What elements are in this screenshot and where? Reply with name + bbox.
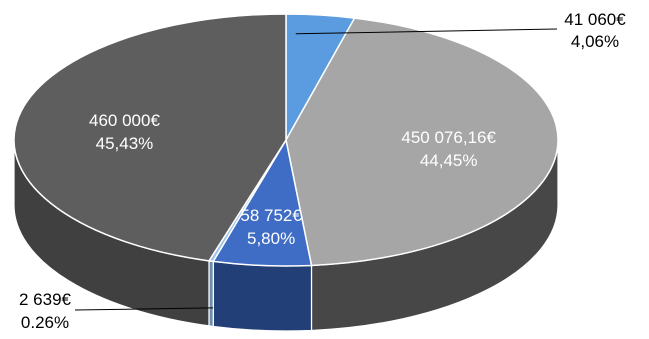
slice-2-percent-label: 5,80% <box>247 229 295 248</box>
slice-1-percent-label: 44,45% <box>420 151 478 170</box>
pie-sides <box>13 139 559 332</box>
slice-0-leader-line <box>295 28 558 35</box>
slice-3-leader-line <box>74 307 214 311</box>
slice-3-percent-label: 0.26% <box>21 313 69 332</box>
leader-lines <box>74 28 558 311</box>
slice-2-side <box>212 260 313 332</box>
slice-1-value-label: 450 076,16€ <box>401 128 496 147</box>
slice-3-value-label: 2 639€ <box>19 290 72 309</box>
slice-0-value-label: 41 060€ <box>564 10 626 29</box>
slice-0-percent-label: 4,06% <box>571 32 619 51</box>
slice-4-value-label: 460 000€ <box>89 111 160 130</box>
pie-slices <box>13 13 559 267</box>
slice-1 <box>285 17 559 267</box>
slice-2-value-label: 58 752€ <box>240 206 302 225</box>
slice-3-side <box>208 260 214 328</box>
slice-4 <box>13 13 287 262</box>
slice-labels: 41 060€ 4,06% 450 076,16€ 44,45% 58 752€… <box>19 10 626 332</box>
slice-4-percent-label: 45,43% <box>96 134 154 153</box>
